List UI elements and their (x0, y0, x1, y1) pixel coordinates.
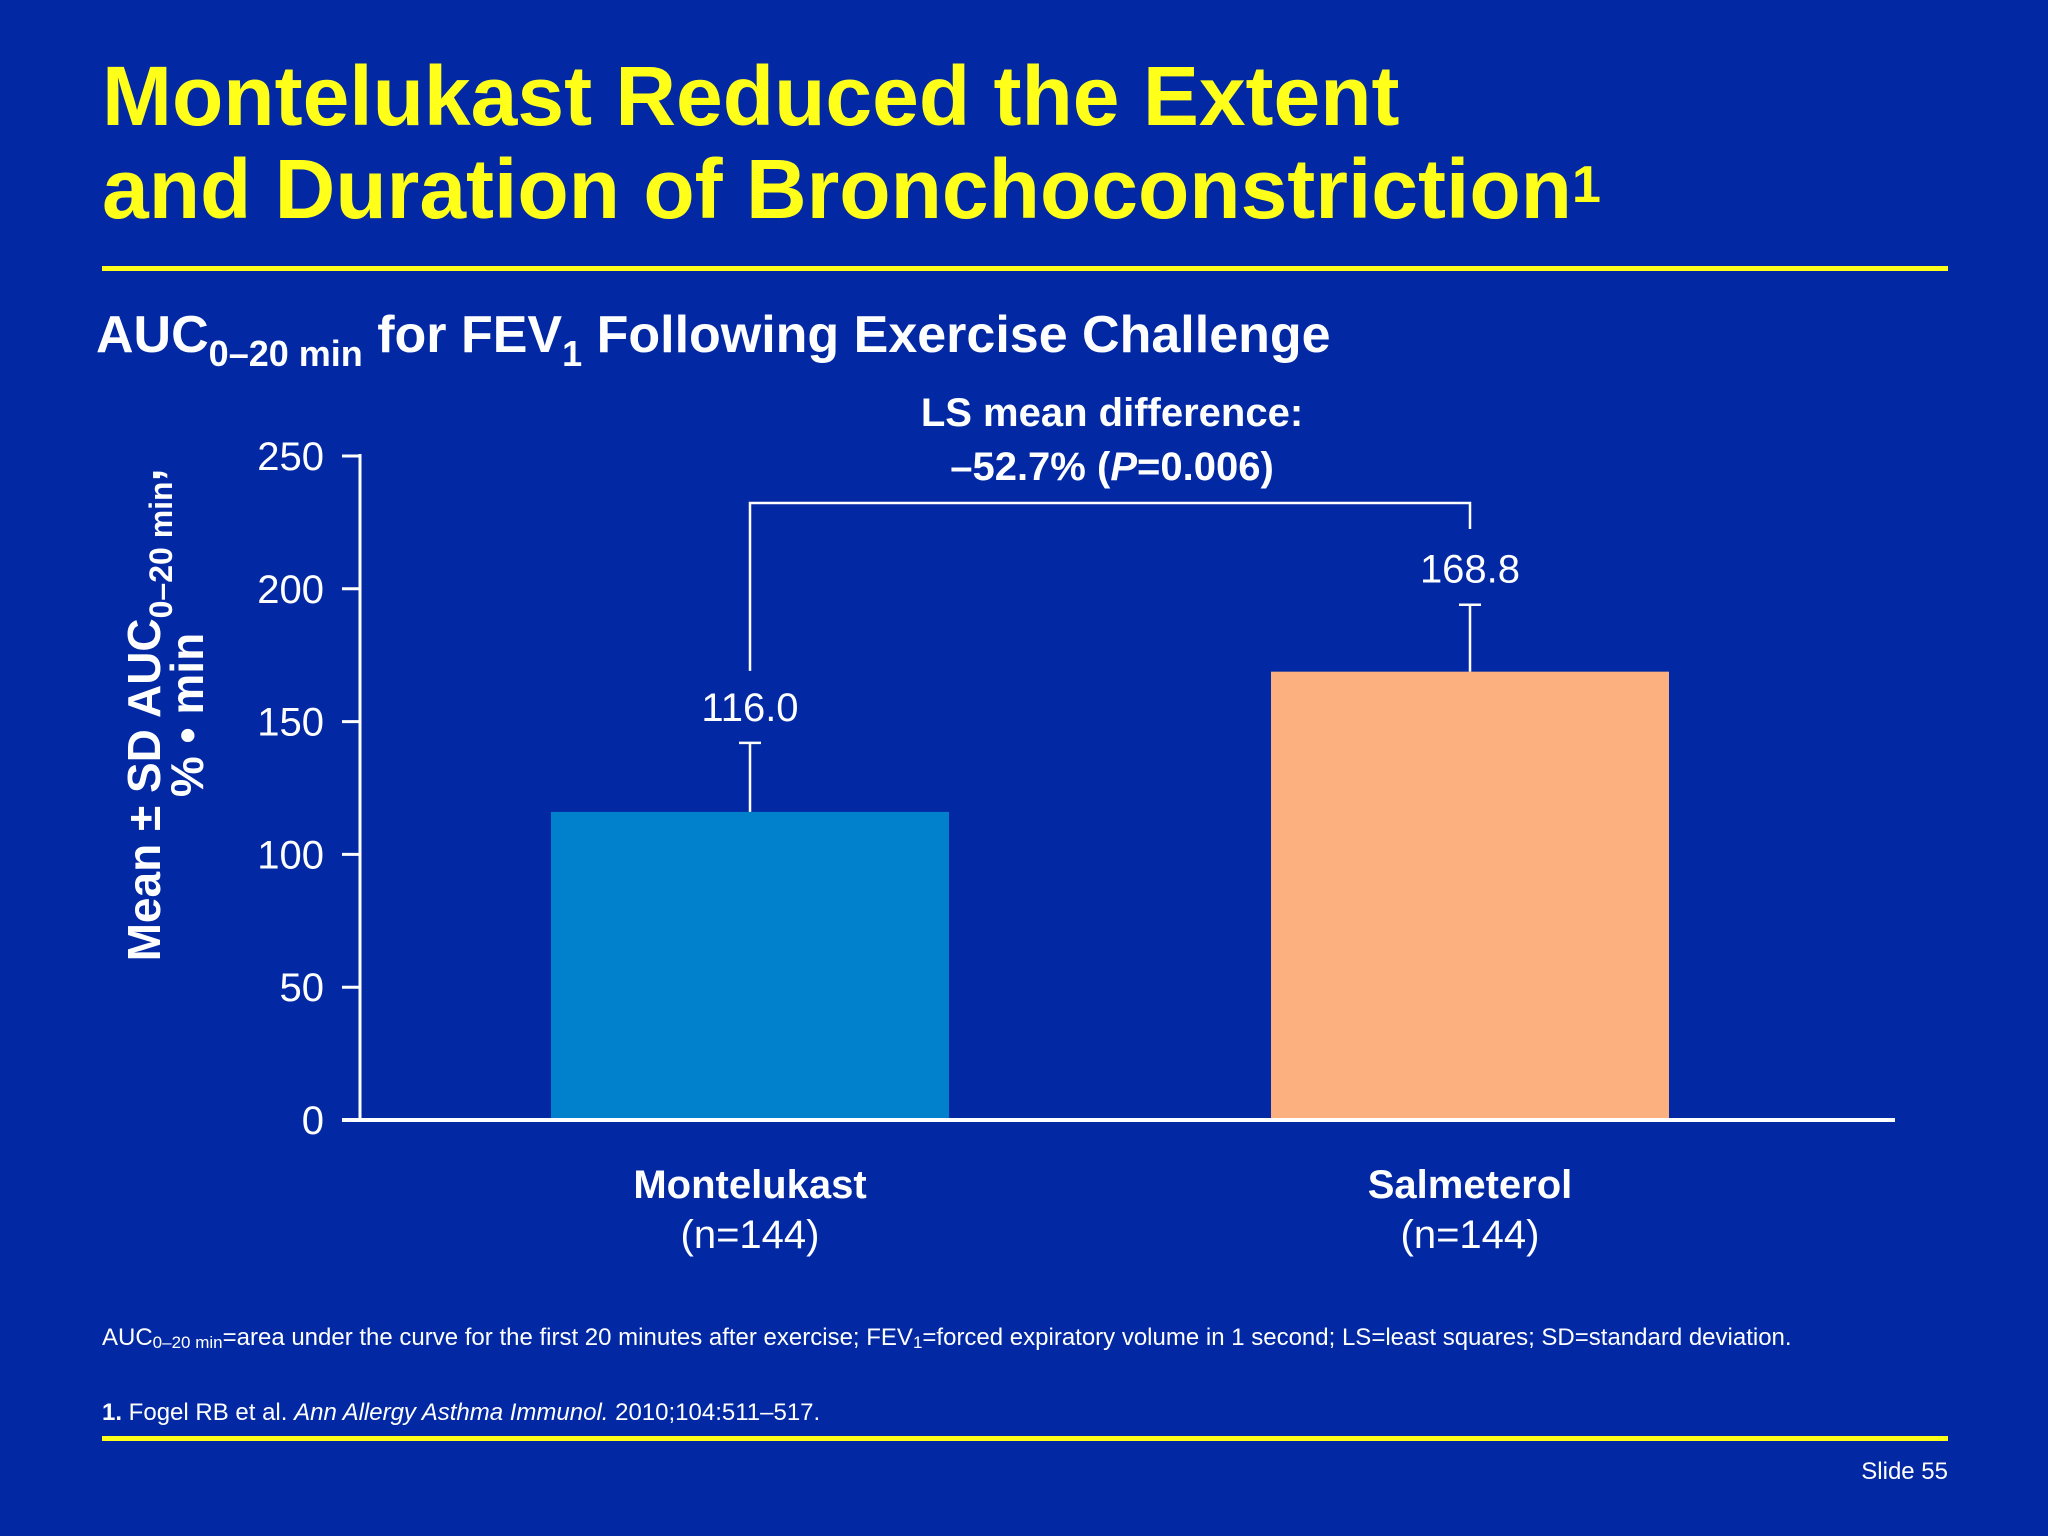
bar (551, 811, 949, 1118)
x-category-label: Montelukast (633, 1163, 866, 1207)
reference-authors: Fogel RB et al. (122, 1399, 295, 1426)
footnote-text-3: =forced expiratory volume in 1 second; L… (922, 1324, 1792, 1351)
x-category-sublabel: (n=144) (1401, 1213, 1540, 1257)
annotation-line1: LS mean difference: (921, 391, 1303, 435)
footnote-abbreviations: AUC0–20 min=area under the curve for the… (102, 1322, 1882, 1358)
annotation-text-post: =0.006) (1137, 445, 1274, 489)
bar (1271, 671, 1669, 1118)
title-superscript: 1 (1571, 156, 1601, 214)
subtitle-text-3: Following Exercise Challenge (582, 306, 1331, 364)
y-axis-label-punctuation: , (118, 469, 170, 482)
reference-citation: 1. Fogel RB et al. Ann Allergy Asthma Im… (102, 1397, 820, 1428)
subtitle-subscript-2: 1 (562, 333, 583, 374)
footnote-subscript-1: 0–20 min (152, 1333, 223, 1352)
value-label: 168.8 (1420, 548, 1520, 592)
x-category-sublabel: (n=144) (681, 1213, 820, 1257)
reference-journal: Ann Allergy Asthma Immunol. (294, 1399, 609, 1426)
significance-annotation: LS mean difference: –52.7% (P=0.006) (921, 391, 1303, 489)
footnote-text-1: AUC (102, 1324, 153, 1351)
reference-number: 1. (102, 1399, 123, 1426)
chart-subtitle: AUC0–20 min for FEV1 Following Exercise … (96, 305, 1331, 384)
y-axis-label-subscript: 0–20 min (143, 481, 179, 618)
title-line-1: Montelukast Reduced the Extent (102, 49, 1400, 143)
y-tick-label: 50 (280, 966, 325, 1010)
subtitle-text-1: AUC (96, 306, 209, 364)
slide-number: Slide 55 (1861, 1458, 1948, 1485)
annotation-line2: –52.7% (P=0.006) (950, 445, 1274, 489)
title-divider (102, 266, 1948, 271)
subtitle-subscript-1: 0–20 min (208, 333, 363, 374)
annotation-p-symbol: P (1110, 445, 1137, 489)
y-tick-label: 100 (257, 833, 324, 877)
slide-title: Montelukast Reduced the Extent and Durat… (102, 50, 1952, 236)
significance-bracket (748, 501, 1472, 671)
footnote-text-2: =area under the curve for the first 20 m… (222, 1324, 913, 1351)
y-axis-label-line1: Mean ± SD AUC (118, 618, 170, 961)
x-category-label: Salmeterol (1368, 1163, 1573, 1207)
reference-details: 2010;104:511–517. (608, 1399, 821, 1426)
footer-divider (102, 1436, 1948, 1441)
y-axis-label: Mean ± SD AUC0–20 min, % • min (118, 469, 213, 962)
value-label: 116.0 (701, 686, 798, 730)
footnote-subscript-2: 1 (912, 1333, 923, 1352)
svg-text:Mean ± SD AUC0–20 min,: Mean ± SD AUC0–20 min, (118, 469, 179, 962)
y-tick-label: 200 (257, 568, 324, 612)
y-tick-label: 250 (257, 435, 324, 479)
y-axis-label-line2: % • min (161, 633, 213, 797)
subtitle-text-2: for FEV (362, 306, 563, 364)
y-tick-label: 0 (302, 1099, 324, 1143)
y-tick-label: 150 (257, 701, 324, 745)
title-line-2: and Duration of Bronchoconstriction (102, 142, 1572, 236)
annotation-text-pre: –52.7% ( (950, 445, 1111, 489)
